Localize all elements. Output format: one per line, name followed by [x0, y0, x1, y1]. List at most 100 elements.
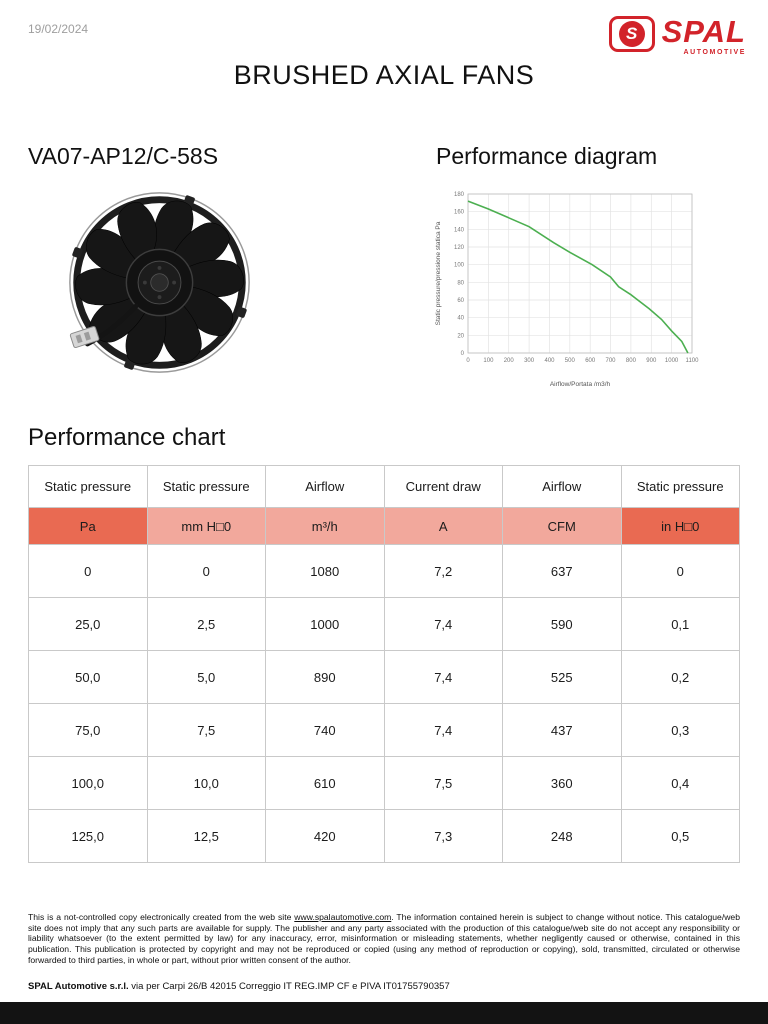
y-tick-label: 160 — [454, 210, 465, 216]
table-cell: 7,2 — [383, 544, 503, 598]
y-tick-label: 180 — [454, 192, 465, 198]
unit-cell: m³/h — [265, 507, 385, 545]
table-cell: 7,4 — [383, 597, 503, 651]
table-cell: 437 — [502, 703, 622, 757]
column-header: Current draw — [383, 465, 503, 508]
y-tick-label: 40 — [457, 316, 464, 322]
x-axis-label: Airflow/Portata /m3/h — [550, 381, 611, 388]
x-tick-label: 100 — [483, 358, 494, 364]
company-address: via per Carpi 26/B 42015 Correggio IT RE… — [128, 980, 450, 992]
table-cell: 890 — [265, 650, 385, 704]
unit-cell: mm H□0 — [146, 507, 266, 545]
x-tick-label: 500 — [565, 358, 576, 364]
table-row: 75,0 7,5 740 7,4 437 0,3 — [28, 703, 740, 757]
x-tick-label: 1000 — [665, 358, 679, 364]
table-cell: 75,0 — [28, 703, 148, 757]
table-cell: 610 — [265, 756, 385, 810]
logo-text: SPAL AUTOMOTIVE — [662, 16, 746, 56]
unit-cell: A — [383, 507, 503, 545]
table-row: 125,0 12,5 420 7,3 248 0,5 — [28, 809, 740, 863]
table-cell: 50,0 — [28, 650, 148, 704]
table-row: 25,0 2,5 1000 7,4 590 0,1 — [28, 597, 740, 651]
y-tick-label: 140 — [454, 227, 465, 233]
table-cell: 248 — [502, 809, 622, 863]
table-cell: 7,5 — [383, 756, 503, 810]
disclaimer-pre: This is a not-controlled copy electronic… — [28, 912, 295, 922]
table-cell: 5,0 — [146, 650, 266, 704]
table-heading: Performance chart — [28, 424, 226, 451]
table-row: 50,0 5,0 890 7,4 525 0,2 — [28, 650, 740, 704]
y-tick-label: 100 — [454, 263, 465, 269]
date-label: 19/02/2024 — [28, 22, 89, 36]
table-cell: 1000 — [265, 597, 385, 651]
x-tick-label: 800 — [626, 358, 637, 364]
table-cell: 0,4 — [620, 756, 740, 810]
company-info: SPAL Automotive s.r.l. via per Carpi 26/… — [28, 981, 740, 992]
table-row: 0 0 1080 7,2 637 0 — [28, 544, 740, 598]
table-cell: 2,5 — [146, 597, 266, 651]
y-tick-label: 80 — [457, 280, 464, 286]
table-cell: 7,4 — [383, 650, 503, 704]
logo-subtitle: AUTOMOTIVE — [683, 49, 746, 56]
x-tick-label: 400 — [544, 358, 555, 364]
fan-hub — [125, 248, 194, 317]
unit-cell: CFM — [502, 507, 622, 545]
page-title: BRUSHED AXIAL FANS — [233, 60, 535, 90]
website-link[interactable]: www.spalautomotive.com — [294, 912, 392, 922]
table-cell: 7,5 — [146, 703, 266, 757]
table-cell: 0,2 — [620, 650, 740, 704]
table-cell: 0 — [28, 544, 148, 598]
plot-border — [467, 193, 693, 354]
spal-logo: S SPAL AUTOMOTIVE — [608, 16, 746, 56]
x-tick-label: 300 — [524, 358, 535, 364]
column-header: Airflow — [502, 465, 622, 508]
table-cell: 0,5 — [620, 809, 740, 863]
table-cell: 525 — [502, 650, 622, 704]
unit-cell: Pa — [28, 507, 148, 545]
y-tick-label: 20 — [457, 333, 464, 339]
table-cell: 10,0 — [146, 756, 266, 810]
table-cell: 0 — [620, 544, 740, 598]
logo-brand: SPAL — [661, 14, 746, 49]
y-tick-label: 60 — [457, 298, 464, 304]
fan-curve-line — [467, 200, 689, 354]
table-cell: 25,0 — [28, 597, 148, 651]
table-body: 0 0 1080 7,2 637 0 25,0 2,5 1000 7,4 590 0,1 50,0 5,0… — [28, 544, 740, 863]
y-tick-label: 0 — [461, 351, 465, 357]
table-cell: 590 — [502, 597, 622, 651]
table-cell: 740 — [265, 703, 385, 757]
table-cell: 360 — [502, 756, 622, 810]
fan-product-image — [69, 192, 250, 373]
table-columns-row: Static pressure Static pressure Airflow Cur… — [28, 465, 740, 508]
fan-connector — [69, 303, 139, 349]
x-tick-label: 600 — [585, 358, 596, 364]
y-axis-label: Static pressure/pressione statica Pa — [435, 221, 442, 325]
performance-table: Static pressure Static pressure Airflow Cur… — [28, 465, 740, 863]
table-cell: 125,0 — [28, 809, 148, 863]
table-units-row: Pa mm H□0 m³/h A CFM in H□0 — [28, 507, 740, 545]
x-tick-label: 1100 — [686, 358, 700, 364]
table-cell: 420 — [265, 809, 385, 863]
fan-mount-tabs — [72, 195, 247, 370]
table-cell: 1080 — [265, 544, 385, 598]
column-header: Airflow — [265, 465, 385, 508]
table-cell: 637 — [502, 544, 622, 598]
y-tick-label: 120 — [454, 245, 465, 251]
product-model: VA07-AP12/C-58S — [28, 143, 219, 169]
unit-cell: in H□0 — [620, 507, 740, 545]
column-header: Static pressure — [146, 465, 266, 508]
table-head: Static pressure Static pressure Airflow Cur… — [28, 465, 740, 545]
spal-s-icon: S — [618, 21, 645, 47]
disclaimer-text: This is a not-controlled copy electronic… — [28, 912, 740, 966]
table-cell: 12,5 — [146, 809, 266, 863]
footer: This is a not-controlled copy electronic… — [28, 912, 740, 992]
x-tick-label: 900 — [646, 358, 657, 364]
table-cell: 0,1 — [620, 597, 740, 651]
disclaimer-post: . The information contained herein is su… — [28, 912, 740, 965]
company-name: SPAL Automotive s.r.l. — [28, 980, 129, 992]
performance-diagram-svg: 0 20 40 60 80 100 120 140 160 180 0 100 200 300 400 500… — [432, 184, 704, 389]
x-tick-label: 700 — [605, 358, 616, 364]
table-cell: 0 — [146, 544, 266, 598]
table-cell: 7,3 — [383, 809, 503, 863]
